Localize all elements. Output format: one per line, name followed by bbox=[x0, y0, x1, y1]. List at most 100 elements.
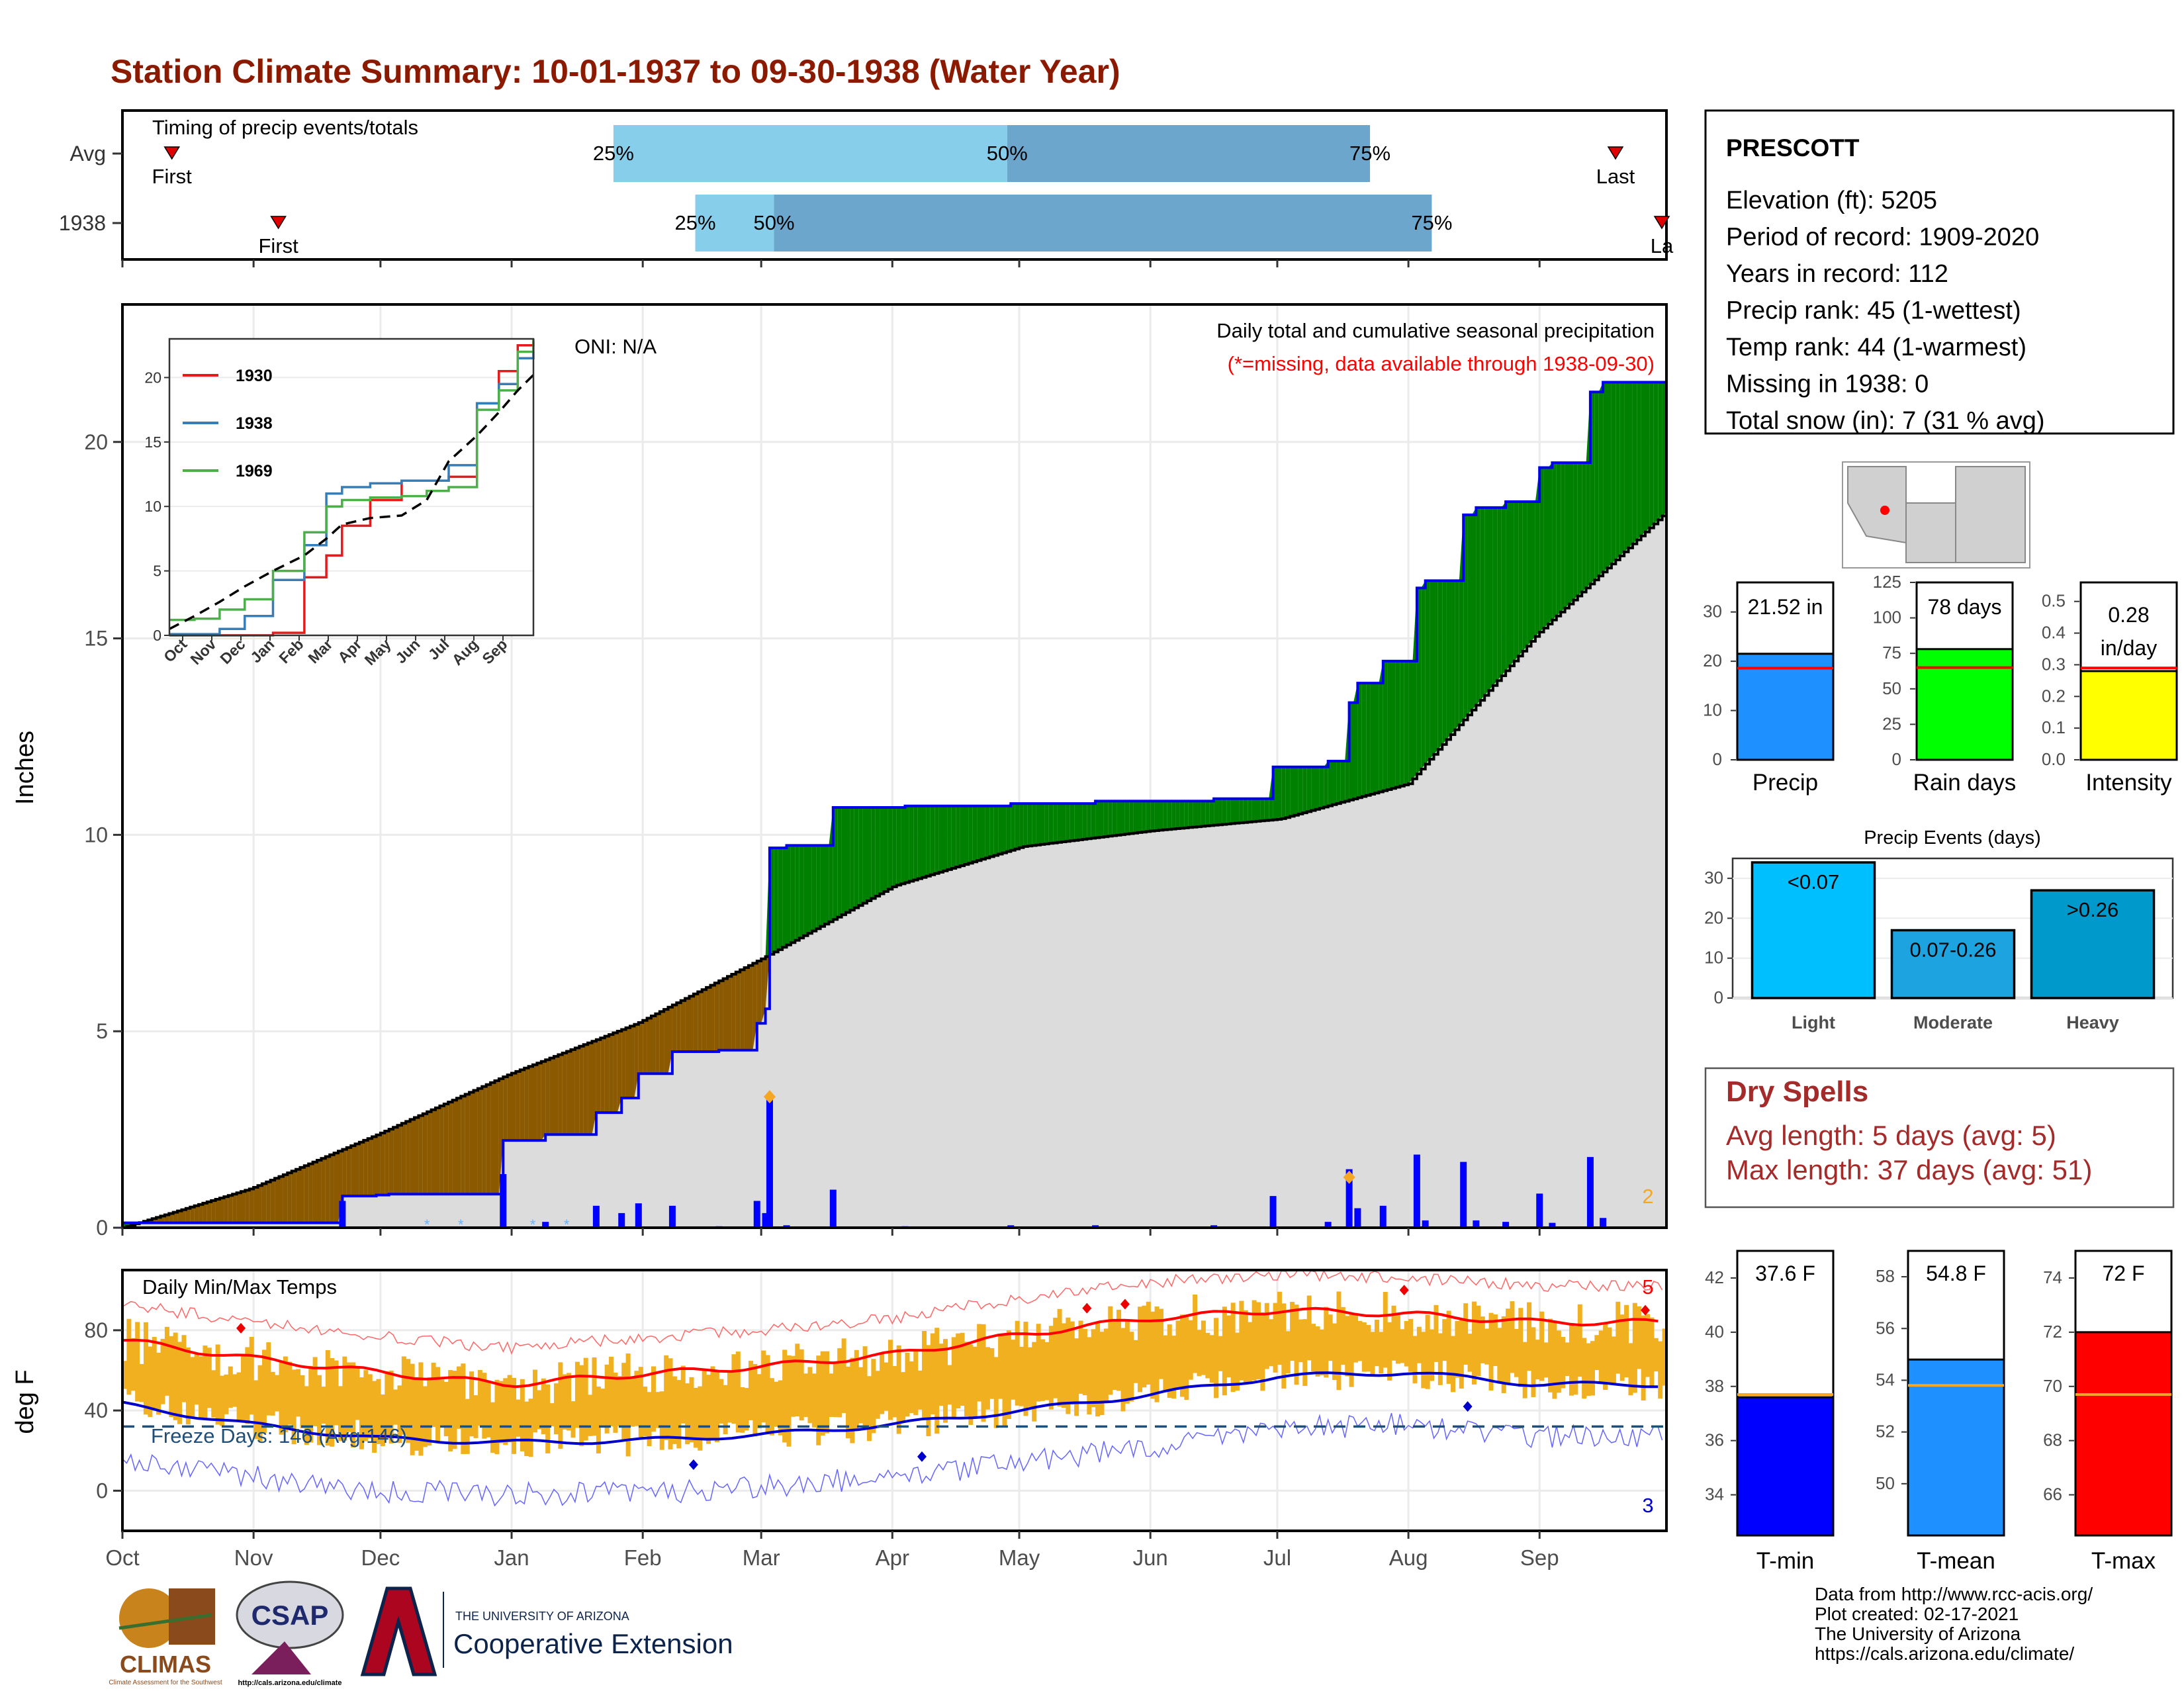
mini-bar-label: Intensity bbox=[2085, 770, 2172, 796]
surplus-area bbox=[1446, 580, 1451, 740]
daily-temp-bar bbox=[1649, 1317, 1655, 1389]
surplus-area bbox=[968, 805, 973, 864]
daily-temp-bar bbox=[1488, 1312, 1494, 1391]
surplus-area bbox=[1552, 463, 1557, 620]
surplus-area bbox=[1027, 803, 1032, 846]
daily-temp-bar bbox=[1027, 1347, 1032, 1407]
daily-temp-bar bbox=[1235, 1332, 1240, 1391]
daily-temp-bar bbox=[905, 1352, 910, 1417]
daily-temp-bar bbox=[1582, 1338, 1587, 1399]
deficit-area bbox=[206, 1201, 212, 1223]
surplus-area bbox=[1015, 803, 1020, 849]
daily-temp-bar bbox=[380, 1394, 385, 1447]
daily-temp-bar bbox=[1214, 1318, 1219, 1398]
surplus-area bbox=[926, 805, 931, 876]
daily-temp-bar bbox=[304, 1386, 309, 1445]
daily-temp-bar bbox=[524, 1401, 529, 1457]
deficit-area bbox=[643, 1018, 647, 1074]
daily-temp-bar bbox=[799, 1349, 804, 1421]
deficit-area bbox=[570, 1048, 575, 1135]
daily-precip-bar bbox=[766, 1094, 773, 1228]
surplus-area bbox=[1248, 798, 1252, 823]
surplus-area bbox=[1649, 382, 1654, 528]
daily-temp-bar bbox=[393, 1389, 398, 1425]
daily-temp-bar bbox=[1552, 1321, 1557, 1399]
daily-temp-bar bbox=[592, 1357, 597, 1436]
daily-temp-bar bbox=[609, 1356, 614, 1427]
deficit-area bbox=[325, 1154, 330, 1223]
daily-temp-bar bbox=[228, 1366, 233, 1408]
daily-temp-bar bbox=[1586, 1343, 1591, 1396]
month-label: Dec bbox=[361, 1545, 400, 1570]
daily-precip-bar bbox=[1422, 1220, 1429, 1228]
temp-bar-tick: 68 bbox=[2043, 1430, 2062, 1450]
university-a-logo bbox=[360, 1586, 437, 1676]
daily-temp-bar bbox=[655, 1392, 660, 1428]
daily-temp-bar bbox=[1095, 1322, 1101, 1417]
temp-ytick: 0 bbox=[96, 1479, 108, 1502]
deficit-area bbox=[380, 1131, 385, 1195]
surplus-area bbox=[1138, 801, 1142, 833]
deficit-area bbox=[549, 1056, 554, 1135]
surplus-area bbox=[922, 805, 927, 878]
record-max-line bbox=[122, 1268, 1663, 1355]
station-line: Temp rank: 44 (1-warmest) bbox=[1726, 334, 2026, 361]
surplus-area bbox=[1285, 766, 1291, 818]
daily-temp-bar bbox=[752, 1363, 758, 1437]
surplus-area bbox=[1598, 382, 1604, 576]
daily-temp-bar bbox=[1395, 1315, 1400, 1364]
inset-ytick: 5 bbox=[153, 563, 161, 580]
surplus-area bbox=[1264, 798, 1269, 821]
deficit-area bbox=[482, 1084, 486, 1195]
deficit-area bbox=[609, 1032, 614, 1113]
daily-temp-bar bbox=[659, 1391, 664, 1450]
events-bar bbox=[2030, 889, 2156, 999]
daily-temp-bar bbox=[600, 1389, 606, 1426]
daily-temp-bar bbox=[977, 1324, 982, 1402]
observed-cumulative-line bbox=[122, 381, 1666, 1224]
deficit-area bbox=[698, 989, 702, 1052]
timing-q25-label: 25% bbox=[675, 211, 716, 234]
daily-temp-bar bbox=[1632, 1303, 1637, 1393]
surplus-area bbox=[1044, 803, 1049, 845]
temp-title: Daily Min/Max Temps bbox=[142, 1275, 337, 1299]
daily-precip-bar bbox=[1345, 1169, 1353, 1228]
surplus-area bbox=[1205, 801, 1210, 826]
events-title: Precip Events (days) bbox=[1864, 827, 2041, 848]
mini-bar-tick: 10 bbox=[1703, 700, 1722, 720]
surplus-area bbox=[1603, 382, 1608, 572]
daily-temp-bar bbox=[981, 1324, 986, 1422]
surplus-area bbox=[1366, 683, 1371, 796]
record-high-marker bbox=[1641, 1304, 1650, 1316]
record-low-marker bbox=[917, 1451, 927, 1462]
daily-temp-bar bbox=[1522, 1342, 1527, 1398]
daily-temp-bar bbox=[194, 1353, 199, 1405]
daily-temp-bar bbox=[1569, 1323, 1574, 1396]
daily-temp-bar bbox=[397, 1385, 402, 1443]
daily-temp-bar bbox=[266, 1342, 271, 1416]
daily-temp-bar bbox=[1146, 1301, 1151, 1385]
daily-temp-bar bbox=[1264, 1303, 1269, 1369]
surplus-area bbox=[1573, 463, 1578, 600]
daily-temp-bar bbox=[1556, 1330, 1561, 1393]
daily-temp-bar bbox=[431, 1362, 436, 1428]
daily-temp-bar bbox=[181, 1335, 187, 1402]
daily-temp-bar bbox=[270, 1371, 275, 1416]
daily-temp-bar bbox=[1391, 1305, 1396, 1361]
surplus-area bbox=[1057, 803, 1062, 843]
daily-temp-bar bbox=[1002, 1336, 1007, 1428]
surplus-area bbox=[1230, 798, 1235, 824]
surplus-area bbox=[871, 807, 876, 899]
deficit-area bbox=[693, 991, 698, 1052]
surplus-area bbox=[1239, 798, 1244, 823]
temp-bar-value-label: 37.6 F bbox=[1755, 1261, 1815, 1285]
missing-marker: * bbox=[458, 1216, 464, 1233]
daily-temp-bar bbox=[901, 1372, 906, 1422]
daily-temp-bar bbox=[249, 1336, 254, 1415]
mini-bar-tick: 0 bbox=[1713, 749, 1722, 769]
daily-temp-bar bbox=[866, 1376, 872, 1441]
daily-temp-bar bbox=[1023, 1322, 1028, 1416]
timing-bar-late bbox=[774, 195, 1432, 251]
surplus-area bbox=[985, 805, 990, 858]
